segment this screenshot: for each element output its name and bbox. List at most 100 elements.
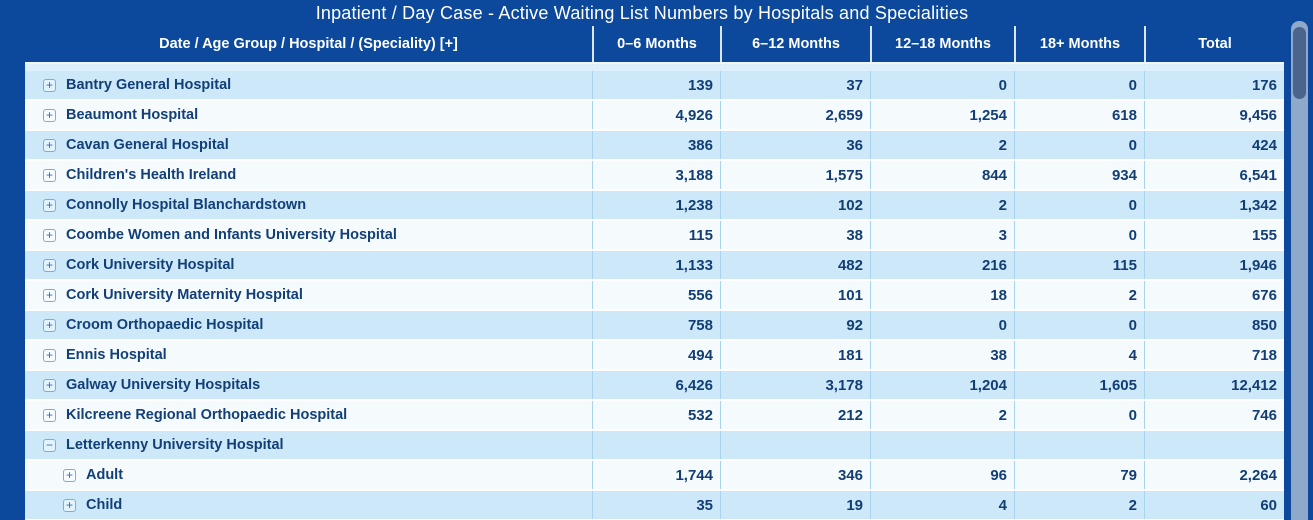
plus-square-icon[interactable]: + [43, 108, 56, 122]
plus-square-icon[interactable]: + [43, 78, 56, 92]
row-name-cell[interactable]: + Cork University Maternity Hospital [25, 281, 592, 309]
plus-square-icon[interactable]: + [63, 498, 76, 512]
value-cell: 96 [870, 461, 1014, 489]
minus-square-icon[interactable]: − [43, 438, 56, 452]
value-cell: 494 [592, 341, 720, 369]
value-cell: 139 [592, 71, 720, 99]
row-name-cell[interactable]: + Coombe Women and Infants University Hos… [25, 221, 592, 249]
table-rows: + Bantry General Hospital 139 37 0 0 176 + Beaum… [25, 71, 1284, 520]
value-cell: 0 [1014, 311, 1144, 339]
value-cell: 618 [1014, 101, 1144, 129]
row-name-cell[interactable]: + Galway University Hospitals [25, 371, 592, 399]
plus-square-icon[interactable]: + [43, 378, 56, 392]
value-cell: 38 [720, 221, 870, 249]
value-cell: 6,426 [592, 371, 720, 399]
value-cell: 844 [870, 161, 1014, 189]
table-row: + Beaumont Hospital 4,926 2,659 1,254 618 9,45… [25, 101, 1284, 131]
plus-square-icon[interactable]: + [43, 138, 56, 152]
row-label: Children's Health Ireland [66, 167, 237, 183]
value-cell: 532 [592, 401, 720, 429]
table-row: + Child 35 19 4 2 60 [25, 491, 1284, 520]
plus-square-icon[interactable]: + [43, 408, 56, 422]
value-cell: 482 [720, 251, 870, 279]
column-header-18-plus-months: 18+ Months [1014, 26, 1144, 62]
value-cell: 0 [870, 71, 1014, 99]
value-cell: 2 [1014, 281, 1144, 309]
table-row: + Cavan General Hospital 386 36 2 0 424 [25, 131, 1284, 161]
table-row: − Letterkenny University Hospital [25, 431, 1284, 461]
value-cell: 0 [1014, 191, 1144, 219]
value-cell: 60 [1144, 491, 1284, 519]
plus-square-icon[interactable]: + [43, 228, 56, 242]
row-name-cell[interactable]: + Cork University Hospital [25, 251, 592, 279]
column-header-group[interactable]: Date / Age Group / Hospital / (Specialit… [159, 36, 458, 52]
row-name-cell[interactable]: + Bantry General Hospital [25, 71, 592, 99]
row-name-cell[interactable]: + Connolly Hospital Blanchardstown [25, 191, 592, 219]
row-label: Croom Orthopaedic Hospital [66, 317, 264, 333]
column-header-12-18-months: 12–18 Months [870, 26, 1014, 62]
row-label: Galway University Hospitals [66, 377, 261, 393]
value-cell: 2 [870, 131, 1014, 159]
row-name-cell[interactable]: + Child [25, 491, 592, 519]
plus-square-icon[interactable]: + [43, 198, 56, 212]
value-cell: 386 [592, 131, 720, 159]
value-cell: 9,456 [1144, 101, 1284, 129]
table-body: + Bantry General Hospital 139 37 0 0 176 + Beaum… [25, 62, 1284, 520]
value-cell: 0 [1014, 131, 1144, 159]
value-cell: 3,188 [592, 161, 720, 189]
value-cell: 37 [720, 71, 870, 99]
plus-square-icon[interactable]: + [43, 288, 56, 302]
value-cell: 2,659 [720, 101, 870, 129]
plus-square-icon[interactable]: + [43, 318, 56, 332]
scrollbar-thumb[interactable] [1293, 27, 1306, 99]
row-label: Coombe Women and Infants University Hosp… [66, 227, 397, 243]
table-row: + Children's Health Ireland 3,188 1,575 844 9… [25, 161, 1284, 191]
value-cell: 101 [720, 281, 870, 309]
value-cell: 850 [1144, 311, 1284, 339]
value-cell: 1,133 [592, 251, 720, 279]
value-cell: 38 [870, 341, 1014, 369]
table-row: + Galway University Hospitals 6,426 3,178 1,… [25, 371, 1284, 401]
row-name-cell[interactable]: + Adult [25, 461, 592, 489]
table-header: Date / Age Group / Hospital / (Specialit… [25, 26, 1284, 62]
row-name-cell[interactable]: − Letterkenny University Hospital [25, 431, 592, 459]
value-cell: 2 [870, 401, 1014, 429]
row-label: Ennis Hospital [66, 347, 167, 363]
plus-square-icon[interactable]: + [43, 168, 56, 182]
value-cell: 4,926 [592, 101, 720, 129]
plus-square-icon[interactable]: + [63, 468, 76, 482]
row-name-cell[interactable]: + Ennis Hospital [25, 341, 592, 369]
row-label: Cavan General Hospital [66, 137, 229, 153]
value-cell: 3 [870, 221, 1014, 249]
table-row: + Connolly Hospital Blanchardstown 1,238 10… [25, 191, 1284, 221]
value-cell: 1,204 [870, 371, 1014, 399]
value-cell: 92 [720, 311, 870, 339]
value-cell: 155 [1144, 221, 1284, 249]
row-label: Adult [86, 467, 124, 483]
row-label: Bantry General Hospital [66, 77, 232, 93]
plus-square-icon[interactable]: + [43, 348, 56, 362]
value-cell: 35 [592, 491, 720, 519]
table-row: + Ennis Hospital 494 181 38 4 718 [25, 341, 1284, 371]
row-label: Beaumont Hospital [66, 107, 199, 123]
value-cell: 424 [1144, 131, 1284, 159]
value-cell: 676 [1144, 281, 1284, 309]
value-cell: 1,946 [1144, 251, 1284, 279]
value-cell: 1,744 [592, 461, 720, 489]
value-cell: 212 [720, 401, 870, 429]
plus-square-icon[interactable]: + [43, 258, 56, 272]
row-name-cell[interactable]: + Beaumont Hospital [25, 101, 592, 129]
row-label: Cork University Maternity Hospital [66, 287, 303, 303]
value-cell: 746 [1144, 401, 1284, 429]
value-cell: 12,412 [1144, 371, 1284, 399]
row-label: Letterkenny University Hospital [66, 437, 284, 453]
row-name-cell[interactable]: + Kilcreene Regional Orthopaedic Hospital [25, 401, 592, 429]
page-title: Inpatient / Day Case - Active Waiting Li… [315, 2, 969, 23]
value-cell: 0 [1014, 221, 1144, 249]
vertical-scrollbar[interactable] [1291, 21, 1308, 520]
row-name-cell[interactable]: + Croom Orthopaedic Hospital [25, 311, 592, 339]
value-cell: 115 [1014, 251, 1144, 279]
value-cell: 2,264 [1144, 461, 1284, 489]
row-name-cell[interactable]: + Children's Health Ireland [25, 161, 592, 189]
row-name-cell[interactable]: + Cavan General Hospital [25, 131, 592, 159]
